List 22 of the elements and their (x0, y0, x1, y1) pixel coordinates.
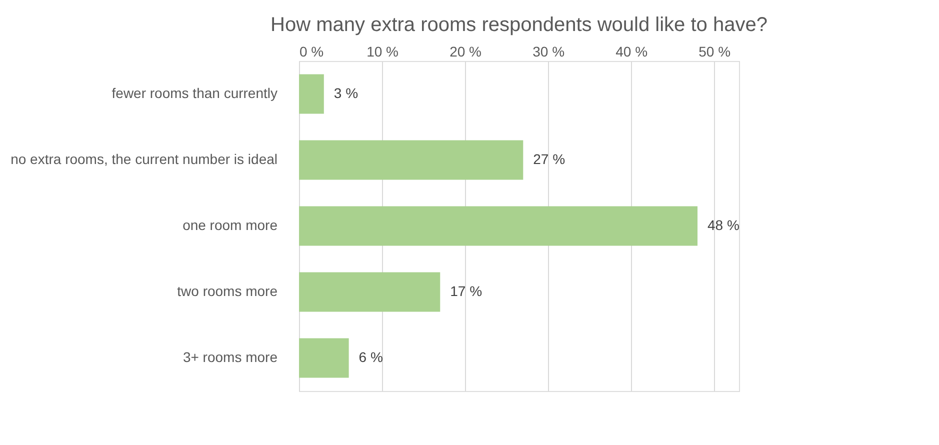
bar (299, 74, 324, 114)
x-tick-label: 20 % (450, 44, 482, 60)
y-tick-label: fewer rooms than currently (112, 85, 278, 101)
y-tick-label: one room more (182, 217, 278, 233)
x-tick-label: 10 % (366, 44, 398, 60)
x-tick-label: 0 % (300, 44, 324, 60)
data-label: 48 % (707, 217, 740, 233)
bar (299, 272, 440, 312)
data-label: 17 % (450, 283, 482, 299)
data-label: 3 % (334, 85, 358, 101)
bar (299, 206, 698, 246)
y-tick-label: 3+ rooms more (182, 349, 278, 365)
data-label: 27 % (533, 151, 566, 167)
x-tick-label: 30 % (532, 44, 565, 60)
y-tick-label: two rooms more (177, 283, 278, 299)
bar (299, 338, 349, 378)
data-label: 6 % (358, 349, 383, 365)
chart-title: How many extra rooms respondents would like to have? (270, 14, 768, 36)
x-tick-label: 50 % (698, 44, 731, 60)
y-tick-label: no extra rooms, the current number is ideal (10, 151, 278, 167)
bar (299, 140, 524, 180)
x-tick-label: 40 % (616, 44, 648, 60)
